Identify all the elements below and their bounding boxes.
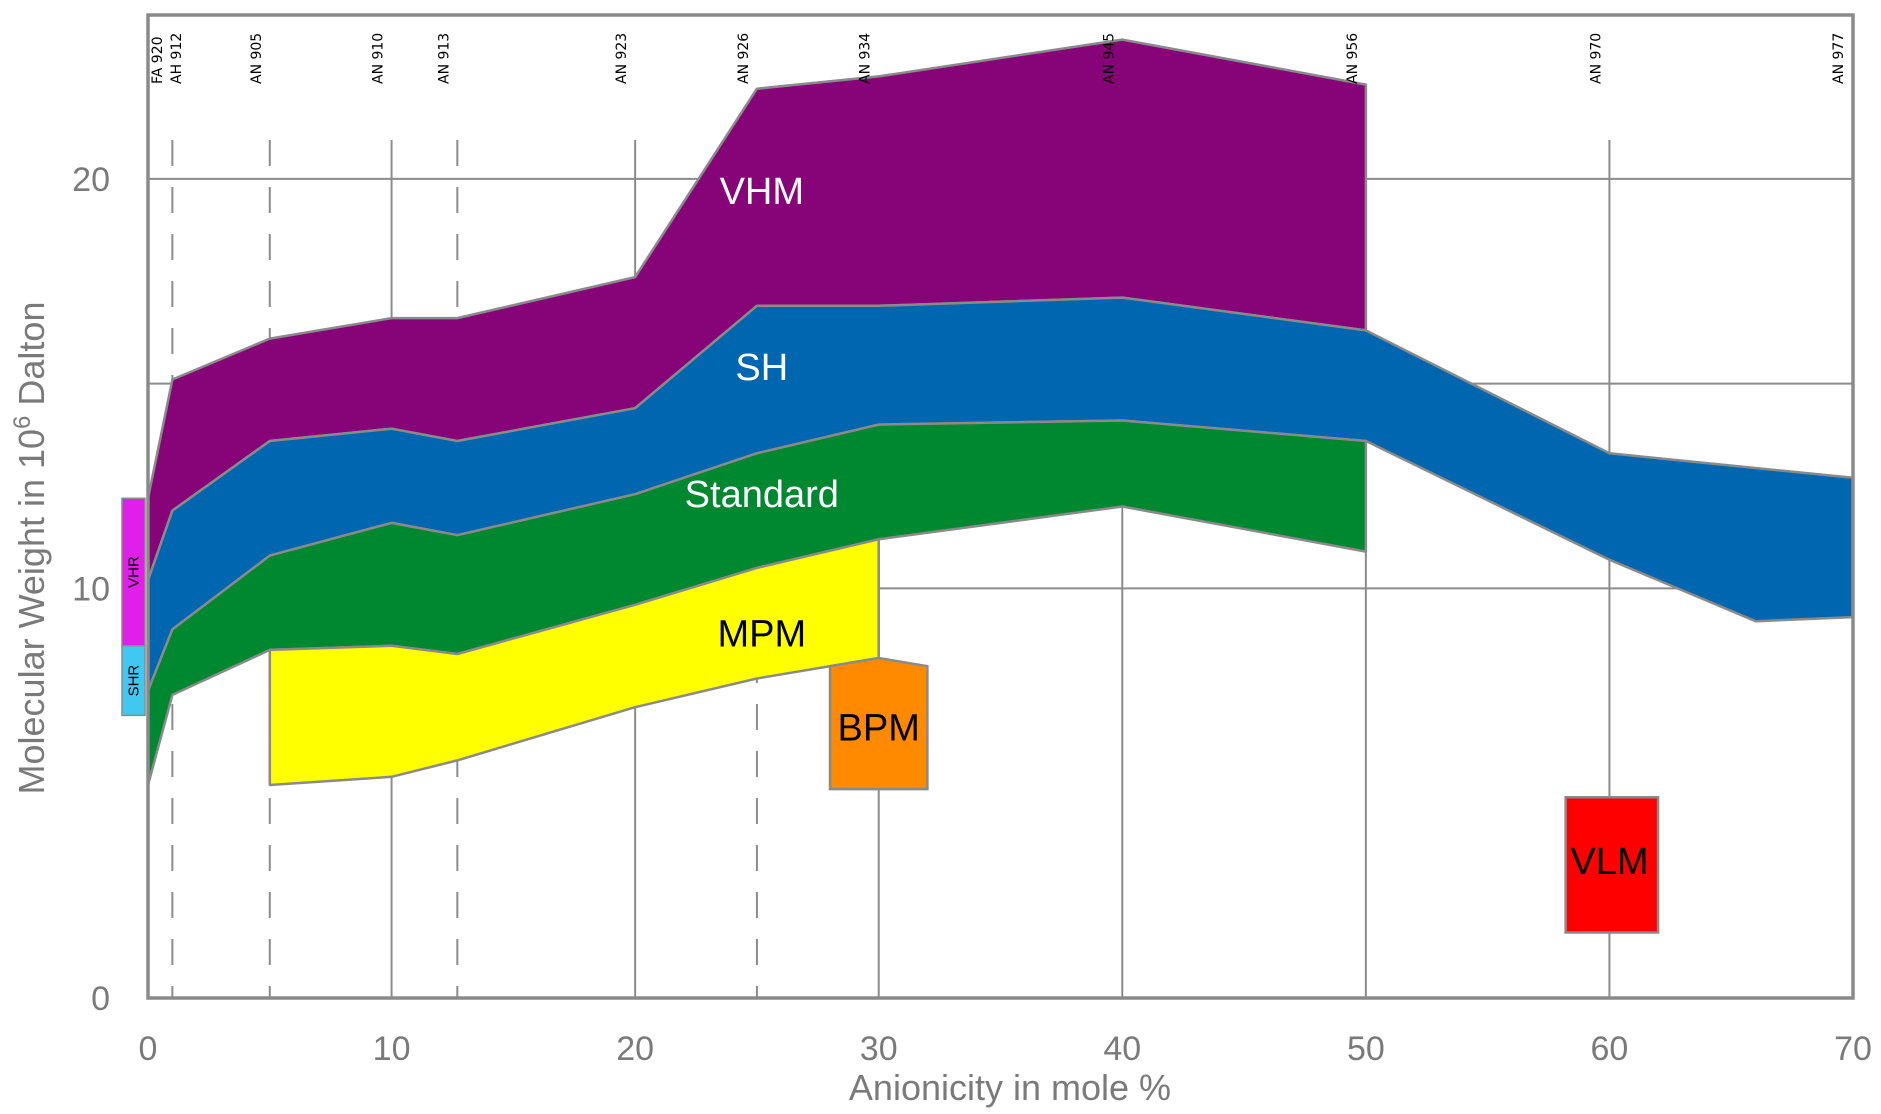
grade-labels: FA 920 AH 912 AN 905 AN 910 AN 913 AN 923 AN 9… <box>150 33 1847 84</box>
grade-label-10: AN 970 <box>1588 33 1604 84</box>
side-box-shr <box>121 645 146 717</box>
grade-label-11: AN 977 <box>1831 33 1847 84</box>
y-axis-title-end: Dalton <box>11 302 52 416</box>
grade-label-3: AN 910 <box>371 33 387 84</box>
x-tick-label-50: 50 <box>1347 1030 1385 1068</box>
box-vlm <box>1564 796 1660 934</box>
grade-label-0: FA 920 <box>150 36 166 84</box>
x-tick-label-40: 40 <box>1103 1030 1141 1068</box>
x-tick-label-20: 20 <box>616 1030 654 1068</box>
grade-label-1: AH 912 <box>169 33 185 84</box>
grade-label-4: AN 913 <box>436 33 452 84</box>
region-label-vhm: VHM <box>720 171 804 213</box>
box-label-vlm: VLM <box>1570 841 1648 883</box>
x-tick-label-60: 60 <box>1591 1030 1629 1068</box>
region-label-mpm: MPM <box>717 613 806 655</box>
x-tick-label-0: 0 <box>139 1030 158 1068</box>
tick-labels: 0 10 20 30 40 50 60 70 0 10 20 <box>72 161 1872 1068</box>
x-tick-label-10: 10 <box>373 1030 411 1068</box>
grade-label-7: AN 934 <box>858 33 874 84</box>
x-axis-title: Anionicity in mole % <box>849 1067 1171 1108</box>
side-box-label-vhr: VHR <box>126 556 143 588</box>
grade-label-9: AN 956 <box>1345 33 1361 84</box>
y-axis-title-main: Molecular Weight in 10 <box>11 429 52 795</box>
box-label-bpm: BPM <box>838 708 920 750</box>
y-axis-title-sup: 6 <box>9 416 36 429</box>
y-tick-label-20: 20 <box>72 161 110 199</box>
box-bpm <box>828 656 929 791</box>
plot-frame <box>146 13 1855 1000</box>
region-label-standard: Standard <box>685 474 839 516</box>
region-label-sh: SH <box>735 347 788 389</box>
x-tick-label-70: 70 <box>1834 1030 1872 1068</box>
grade-label-2: AN 905 <box>249 33 265 84</box>
y-tick-label-0: 0 <box>91 980 110 1018</box>
x-tick-label-30: 30 <box>860 1030 898 1068</box>
grade-label-6: AN 926 <box>736 33 752 84</box>
y-tick-label-10: 10 <box>72 570 110 608</box>
plot-border <box>146 13 1855 1000</box>
side-box-label-shr: SHR <box>126 665 143 697</box>
y-axis-title: Molecular Weight in 106 Dalton <box>9 302 52 795</box>
grade-label-5: AN 923 <box>614 33 630 84</box>
grade-label-8: AN 945 <box>1101 33 1117 84</box>
boxes: BPM VLM <box>828 656 1660 934</box>
side-boxes: VHR SHR <box>121 497 146 717</box>
